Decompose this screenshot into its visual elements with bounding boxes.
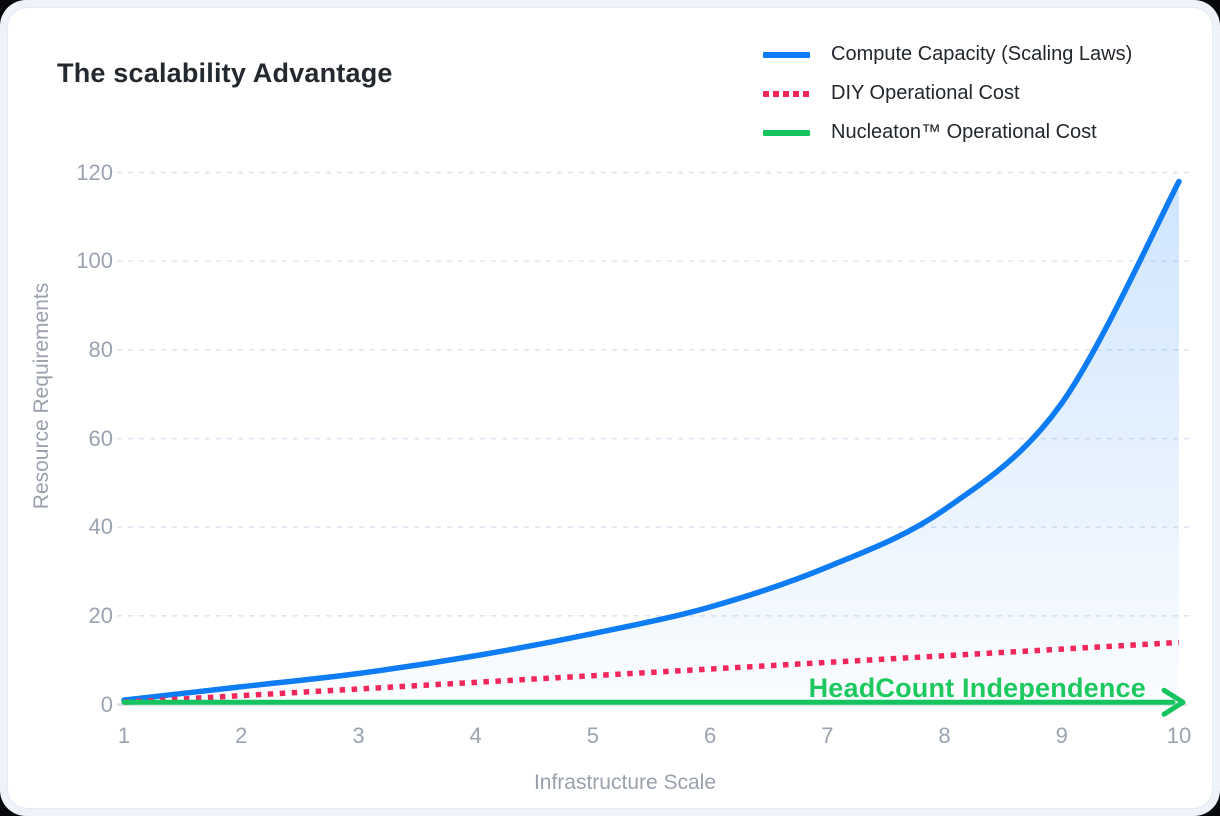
x-axis-tick-label: 9 — [1055, 723, 1068, 748]
headcount-independence-annotation: HeadCount Independence — [808, 673, 1146, 703]
legend-item-nucleaton-cost[interactable]: Nucleaton™ Operational Cost — [763, 119, 1132, 146]
x-axis-tick-label: 6 — [703, 723, 717, 748]
page-title: The scalability Advantage — [57, 58, 393, 88]
x-axis-tick-label: 4 — [469, 723, 482, 748]
legend-swatch-solid-green — [763, 129, 810, 136]
y-axis-tick-label: 80 — [88, 336, 113, 362]
compute-capacity-fill — [124, 181, 1179, 705]
legend-label: Compute Capacity (Scaling Laws) — [831, 43, 1133, 65]
diy-cost-line — [123, 639, 1180, 706]
y-axis-tick-label: 40 — [88, 514, 113, 540]
x-axis-title: Infrastructure Scale — [533, 771, 717, 794]
y-axis-tick-label: 100 — [76, 248, 113, 274]
y-axis-tick-label: 60 — [88, 425, 113, 451]
x-axis-tick-label: 8 — [938, 723, 951, 748]
legend-swatch-solid-blue — [763, 51, 810, 58]
x-axis-tick-label: 7 — [821, 723, 834, 748]
y-axis-title: Resource Requirements — [30, 282, 53, 510]
x-axis-tick-label: 10 — [1166, 723, 1192, 748]
legend-item-diy-cost[interactable]: DIY Operational Cost — [763, 80, 1132, 107]
x-axis-tick-label: 2 — [235, 723, 248, 748]
x-axis-tick-label: 3 — [352, 723, 365, 748]
y-axis-tick-label: 20 — [88, 602, 113, 628]
chart-plot-area — [117, 171, 1192, 717]
legend-label: DIY Operational Cost — [831, 82, 1020, 104]
legend-item-compute-capacity[interactable]: Compute Capacity (Scaling Laws) — [763, 41, 1132, 68]
chart-card: The scalability Advantage Compute Capaci… — [7, 7, 1213, 809]
y-axis-tick-label: 120 — [76, 159, 113, 185]
legend-swatch-dotted-red — [763, 90, 810, 97]
chart-legend: Compute Capacity (Scaling Laws) DIY Oper… — [763, 41, 1132, 158]
legend-label: Nucleaton™ Operational Cost — [831, 121, 1097, 143]
compute-capacity-line — [121, 178, 1182, 703]
y-axis-tick-label: 0 — [100, 691, 113, 717]
x-axis-tick-label: 5 — [586, 723, 599, 748]
x-axis-tick-label: 1 — [117, 723, 131, 748]
arrowhead-right-icon — [1161, 687, 1186, 717]
